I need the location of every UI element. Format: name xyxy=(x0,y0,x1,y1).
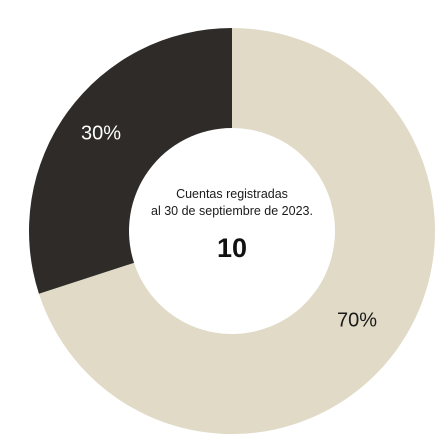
donut-slice-1 xyxy=(28,28,232,294)
center-caption-line-1: Cuentas registradas xyxy=(176,187,288,201)
center-total-value: 10 xyxy=(216,233,248,263)
slice-labels-group: 70% 30% xyxy=(81,122,377,331)
center-caption-line-2: al 30 de septiembre de 2023. xyxy=(151,204,313,218)
donut-slice-0 xyxy=(38,28,435,434)
slices-group xyxy=(28,28,435,434)
slice-label-1: 30% xyxy=(81,122,121,144)
slice-label-0: 70% xyxy=(337,309,377,331)
